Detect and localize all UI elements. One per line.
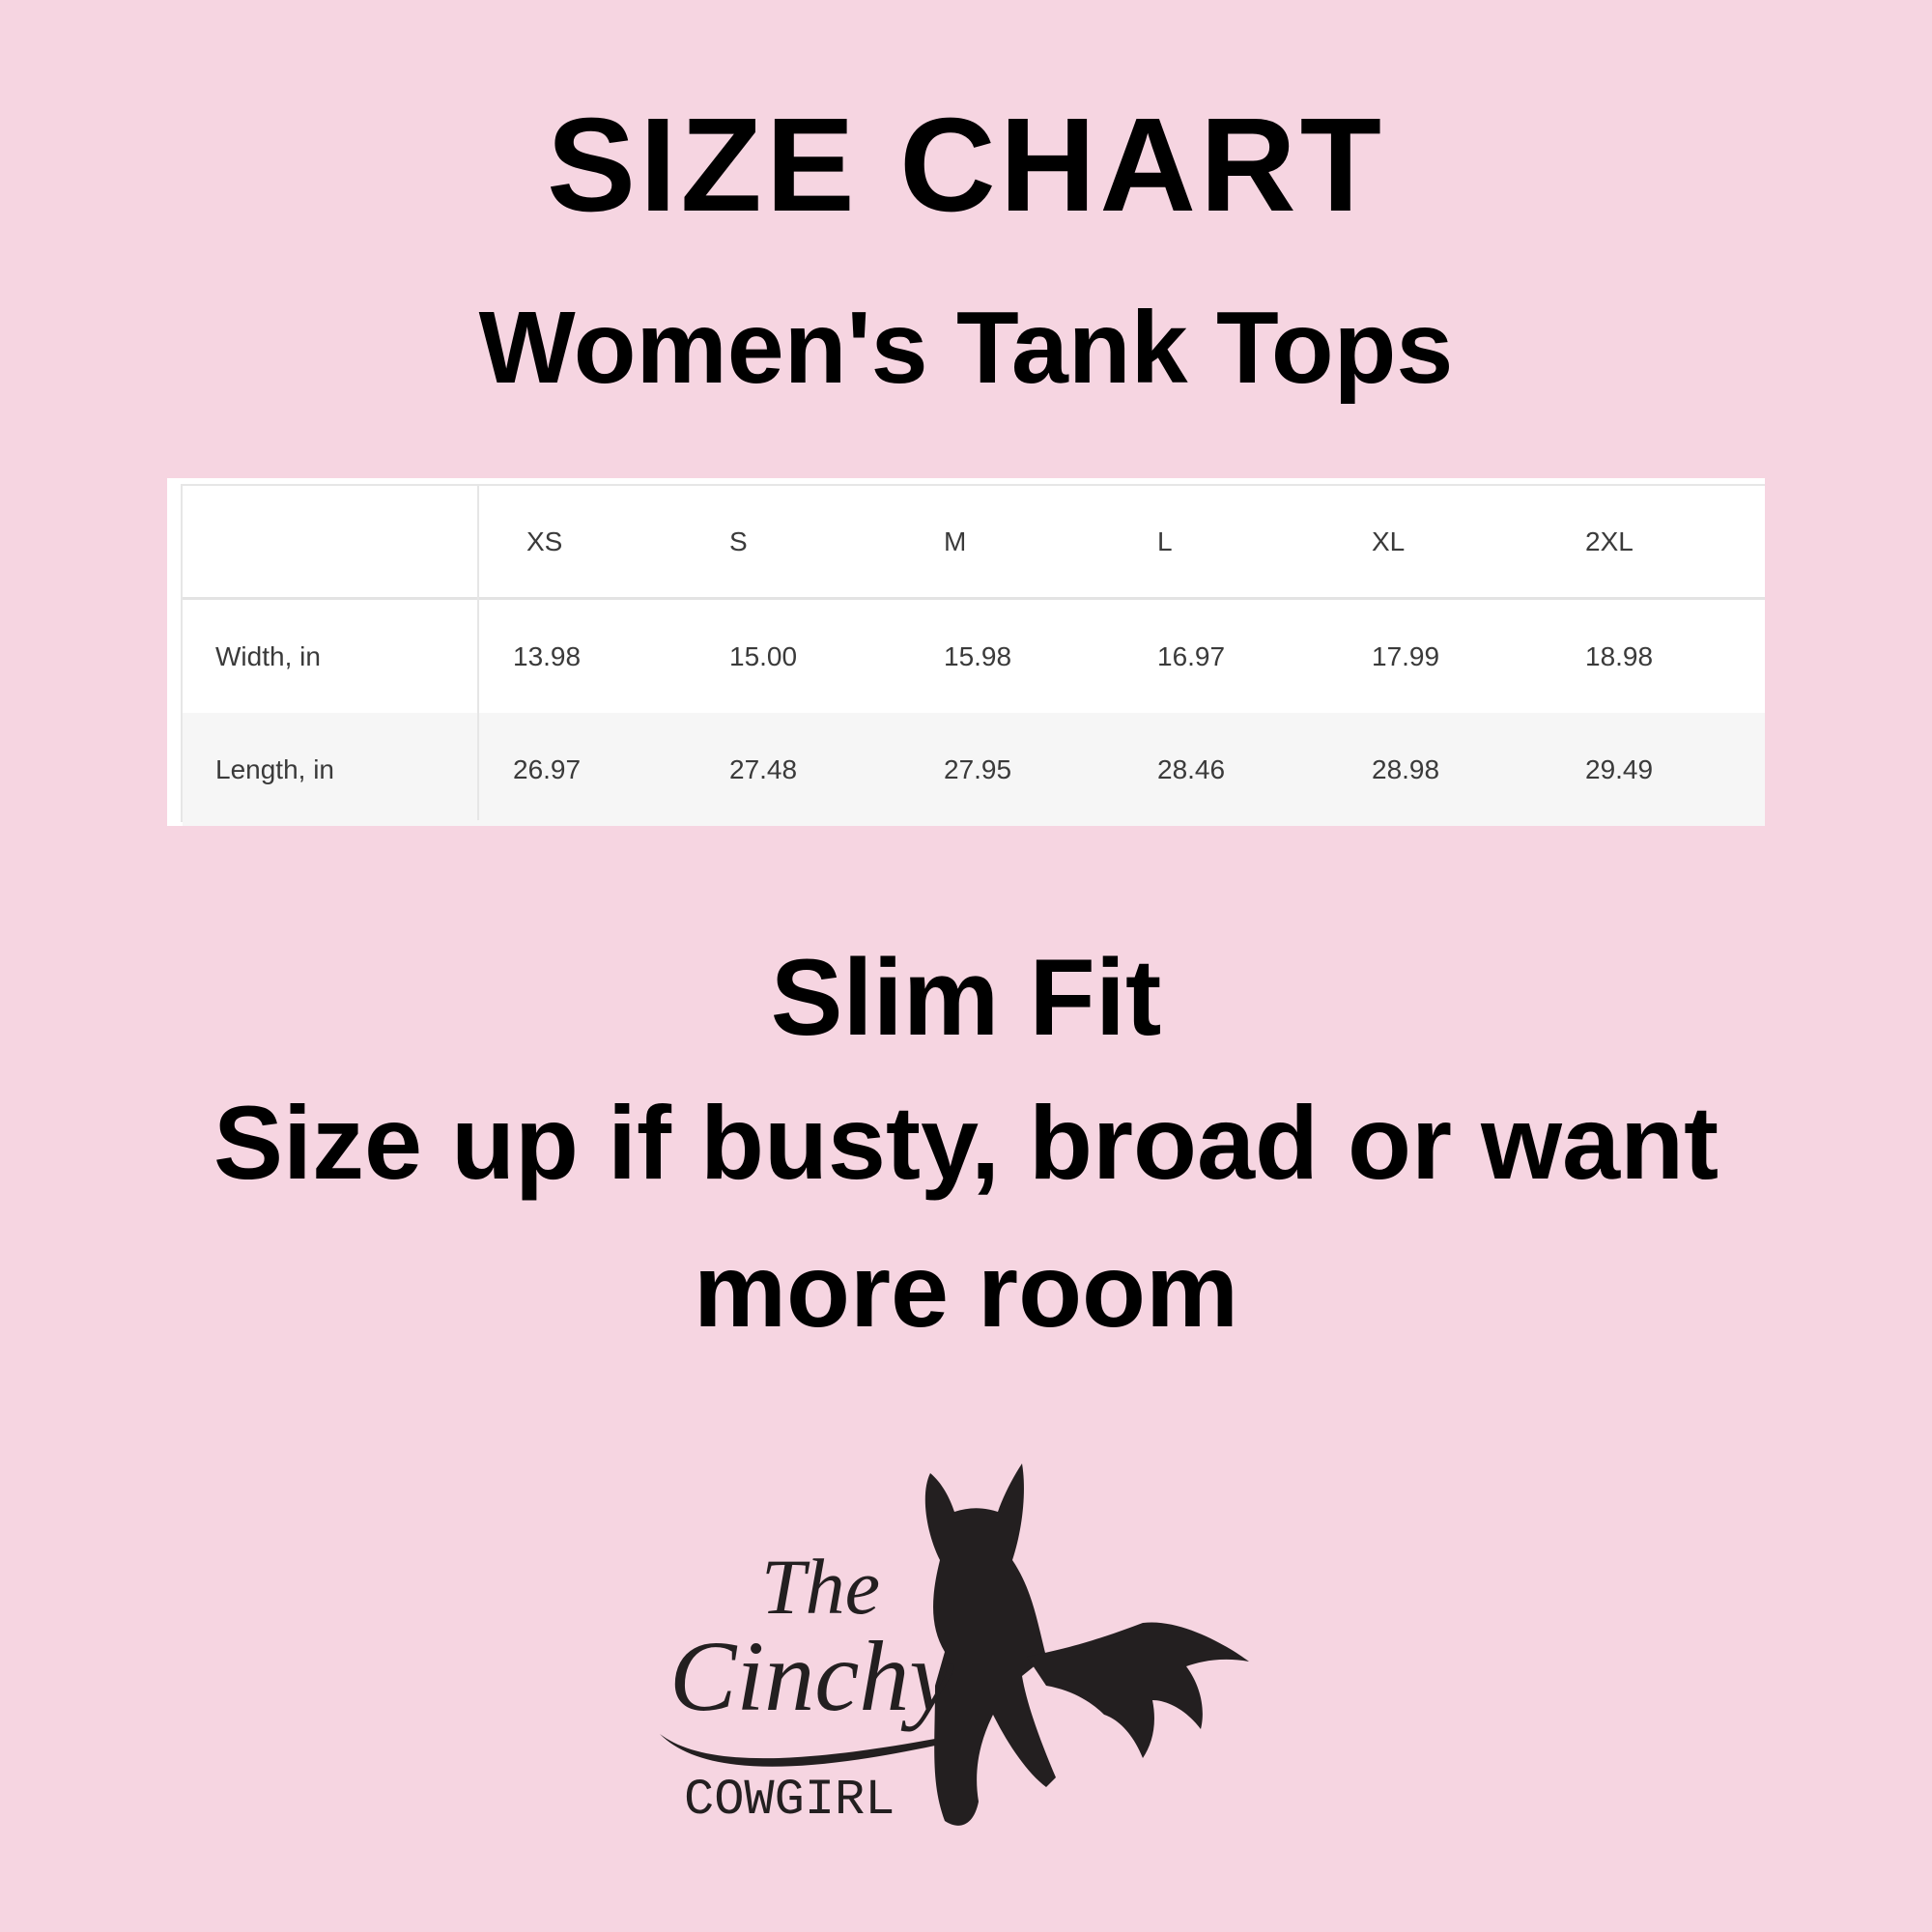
table-cell: 16.97: [1157, 640, 1226, 671]
column-header: 2XL: [1585, 526, 1634, 556]
column-divider: [477, 486, 479, 820]
row-label: Width, in: [215, 640, 321, 671]
table-cell: 18.98: [1585, 640, 1654, 671]
logo-text-the: The: [761, 1543, 880, 1631]
sizing-advice-line2: more room: [693, 1232, 1239, 1349]
table-row: Length, in 26.97 27.48 27.95 28.46 28.98…: [183, 713, 1765, 826]
table-cell: 17.99: [1372, 640, 1440, 671]
column-header: XS: [526, 526, 563, 556]
logo-text-cowgirl: COWGIRL: [684, 1772, 895, 1829]
column-header: XL: [1372, 526, 1406, 556]
size-table: XS S M L XL 2XL Width, in 13.98 15.00 15…: [167, 478, 1765, 826]
logo-swoosh: [660, 1734, 935, 1767]
table-header-row: XS S M L XL 2XL: [183, 486, 1765, 600]
table-cell: 26.97: [513, 753, 582, 784]
column-header: L: [1157, 526, 1173, 556]
column-header: S: [729, 526, 748, 556]
table-cell: 15.98: [944, 640, 1012, 671]
brand-logo: The Cinchy COWGIRL: [660, 1463, 1249, 1829]
table-cell: 13.98: [513, 640, 582, 671]
horse-head-icon: [924, 1463, 1249, 1826]
page-subtitle: Women's Tank Tops: [478, 291, 1454, 405]
row-label: Length, in: [215, 753, 334, 784]
table-row: Width, in 13.98 15.00 15.98 16.97 17.99 …: [183, 600, 1765, 713]
table-cell: 27.48: [729, 753, 798, 784]
sizing-advice-line1: Size up if busty, broad or want: [213, 1084, 1719, 1201]
table-cell: 15.00: [729, 640, 798, 671]
logo-text-cinchy: Cinchy: [669, 1621, 954, 1732]
table-cell: 27.95: [944, 753, 1012, 784]
table-cell: 29.49: [1585, 753, 1654, 784]
fit-note: Slim Fit: [770, 937, 1162, 1058]
column-header: M: [944, 526, 967, 556]
table-cell: 28.46: [1157, 753, 1226, 784]
table-cell: 28.98: [1372, 753, 1440, 784]
page-title: SIZE CHART: [547, 91, 1385, 240]
